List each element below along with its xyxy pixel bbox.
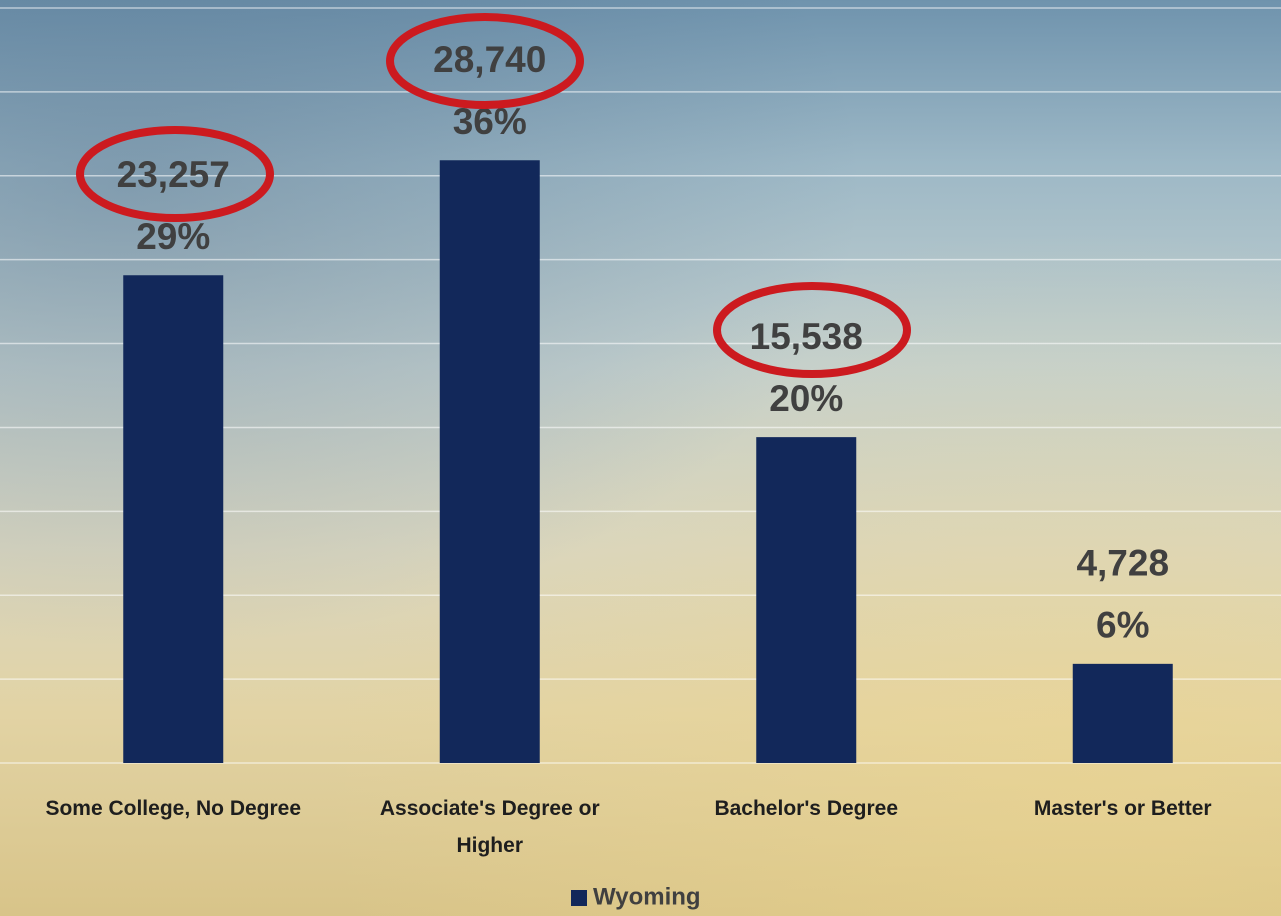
bar xyxy=(756,437,856,763)
value-label: 28,740 xyxy=(433,39,546,80)
value-label: 4,728 xyxy=(1076,543,1169,584)
legend-swatch xyxy=(571,890,587,906)
chart: 23,257 29% 28,74036% 15,538 20% 4,728 6% Wyomin… xyxy=(0,0,1281,916)
percent-label: 29% xyxy=(136,216,210,257)
bar xyxy=(123,275,223,763)
x-tick-label: Master's or Better xyxy=(988,790,1258,827)
x-tick-label: Associate's Degree or Higher xyxy=(355,790,625,864)
bar xyxy=(1073,664,1173,763)
x-tick-label: Some College, No Degree xyxy=(38,790,308,827)
percent-label: 6% xyxy=(1096,605,1149,646)
data-label-group: 23,257 29% xyxy=(117,154,230,257)
data-label-group: 4,728 6% xyxy=(1076,543,1169,646)
value-label: 23,257 xyxy=(117,154,230,195)
legend-label: Wyoming xyxy=(593,883,701,910)
chart-svg: 23,257 29% 28,74036% 15,538 20% 4,728 6% Wyomin… xyxy=(0,0,1281,916)
bar xyxy=(440,160,540,763)
percent-label: 20% xyxy=(769,378,843,419)
value-label: 15,538 xyxy=(750,316,863,357)
x-tick-label: Bachelor's Degree xyxy=(671,790,941,827)
